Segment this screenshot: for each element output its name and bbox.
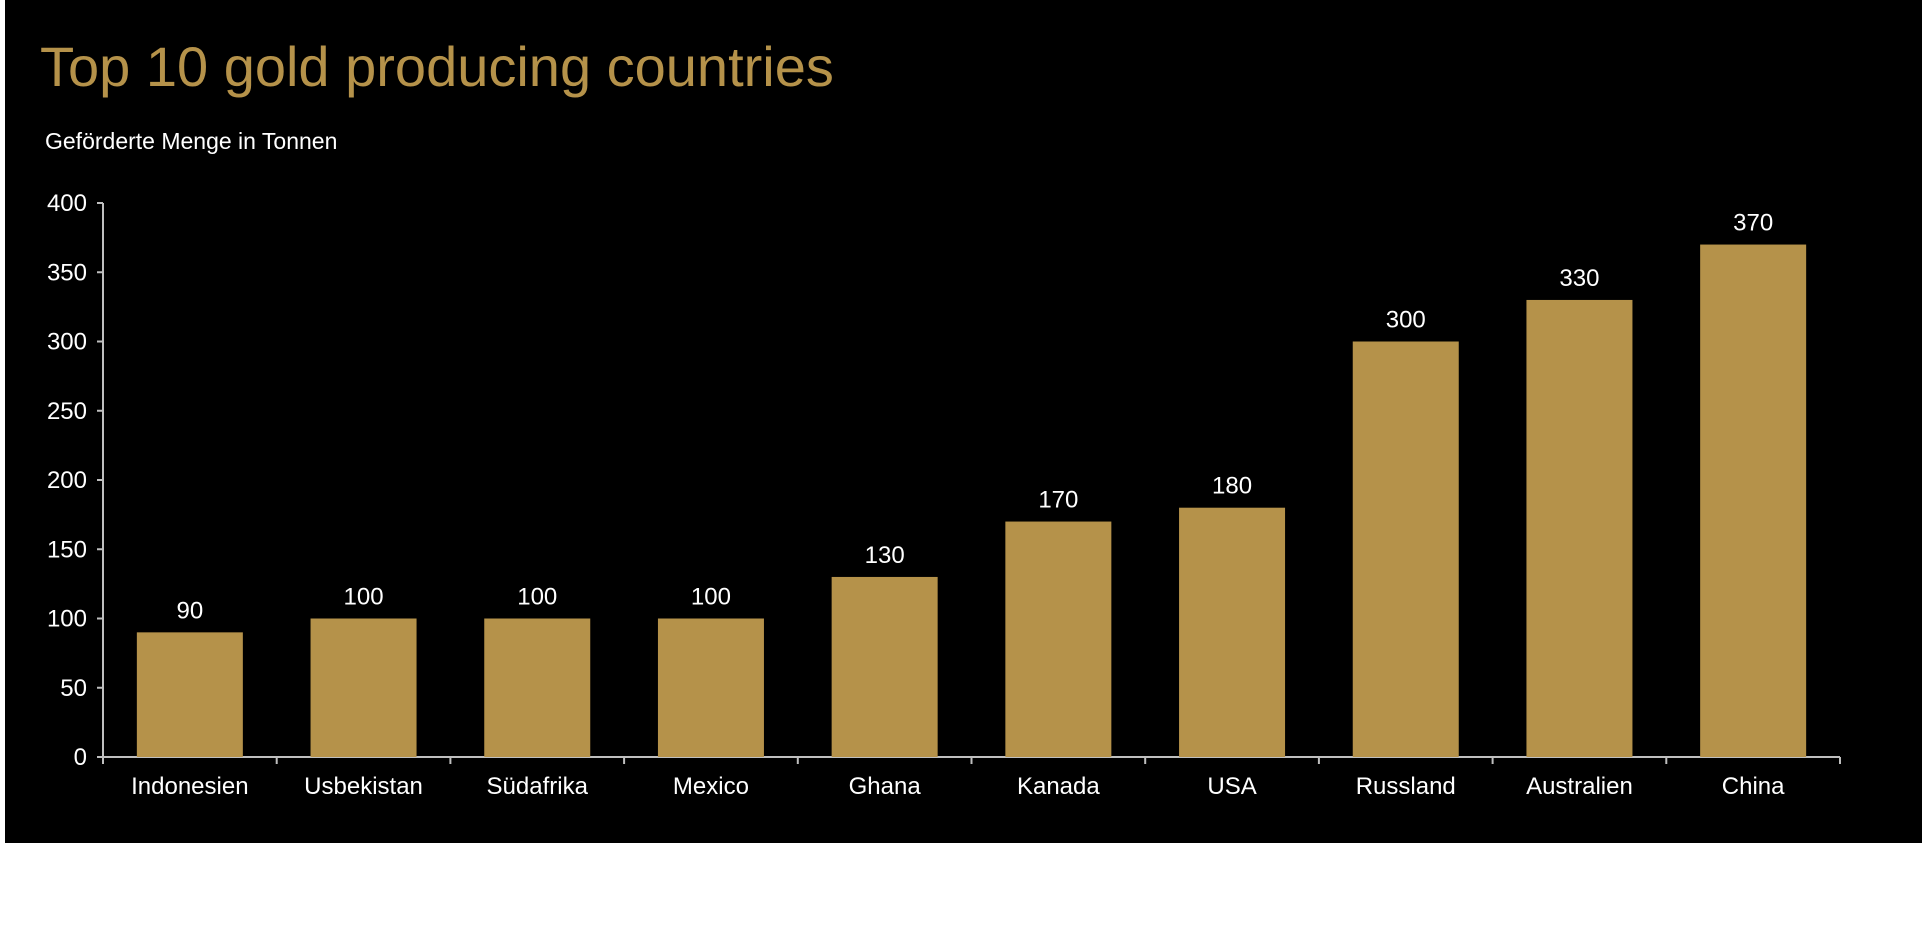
y-tick-label: 300 [47,329,87,356]
x-axis: Indonesien Usbekistan Südafrika Mexico Ghana… [102,756,1841,800]
x-tick-label: Usbekistan [304,773,423,800]
bars [136,244,1807,758]
chart-title: Top 10 gold producing countries [40,35,834,98]
chart-panel: Top 10 gold producing countries Geförder… [5,0,1922,843]
y-tick-label: 400 [47,190,87,217]
bar [1005,521,1112,757]
x-tick-label: Mexico [673,773,749,800]
chart-subtitle: Geförderte Menge in Tonnen [45,128,338,154]
bar [1526,299,1633,757]
bar-value-label: 330 [1559,265,1599,292]
x-tick-label: Russland [1356,773,1456,800]
y-tick-label: 100 [47,606,87,633]
bar-value-label: 130 [865,542,905,569]
bar-value-label: 300 [1386,307,1426,334]
x-tick-label: Ghana [849,773,922,800]
bar-value-label: 170 [1038,487,1078,514]
bar [136,632,243,757]
x-tick-label: Indonesien [131,773,248,800]
bar [310,618,417,757]
bar-value-label: 100 [517,584,557,611]
bar-value-label: 100 [344,584,384,611]
bar [484,618,591,757]
bar [657,618,764,757]
y-tick-label: 50 [60,675,87,702]
bar-value-label: 90 [176,597,203,624]
x-tick-label: USA [1207,773,1256,800]
bar [1352,341,1459,757]
bar-value-label: 100 [691,584,731,611]
x-tick-label: Südafrika [487,773,589,800]
bar-chart: 0 50 100 150 200 250 300 350 400 Indonesien Usbek… [47,190,1841,800]
y-tick-label: 0 [74,744,87,771]
y-tick-label: 200 [47,467,87,494]
bar-value-label: 370 [1733,210,1773,237]
bar [1179,507,1286,757]
data-labels: 90 100 100 100 130 170 180 300 330 370 [176,210,1773,625]
x-tick-label: Australien [1526,773,1633,800]
x-tick-label: China [1722,773,1785,800]
y-tick-label: 250 [47,398,87,425]
y-tick-label: 350 [47,259,87,286]
bar [831,576,938,757]
bar-value-label: 180 [1212,473,1252,500]
y-axis: 0 50 100 150 200 250 300 350 400 [47,190,104,771]
y-tick-label: 150 [47,536,87,563]
x-tick-label: Kanada [1017,773,1100,800]
bar [1700,244,1807,758]
